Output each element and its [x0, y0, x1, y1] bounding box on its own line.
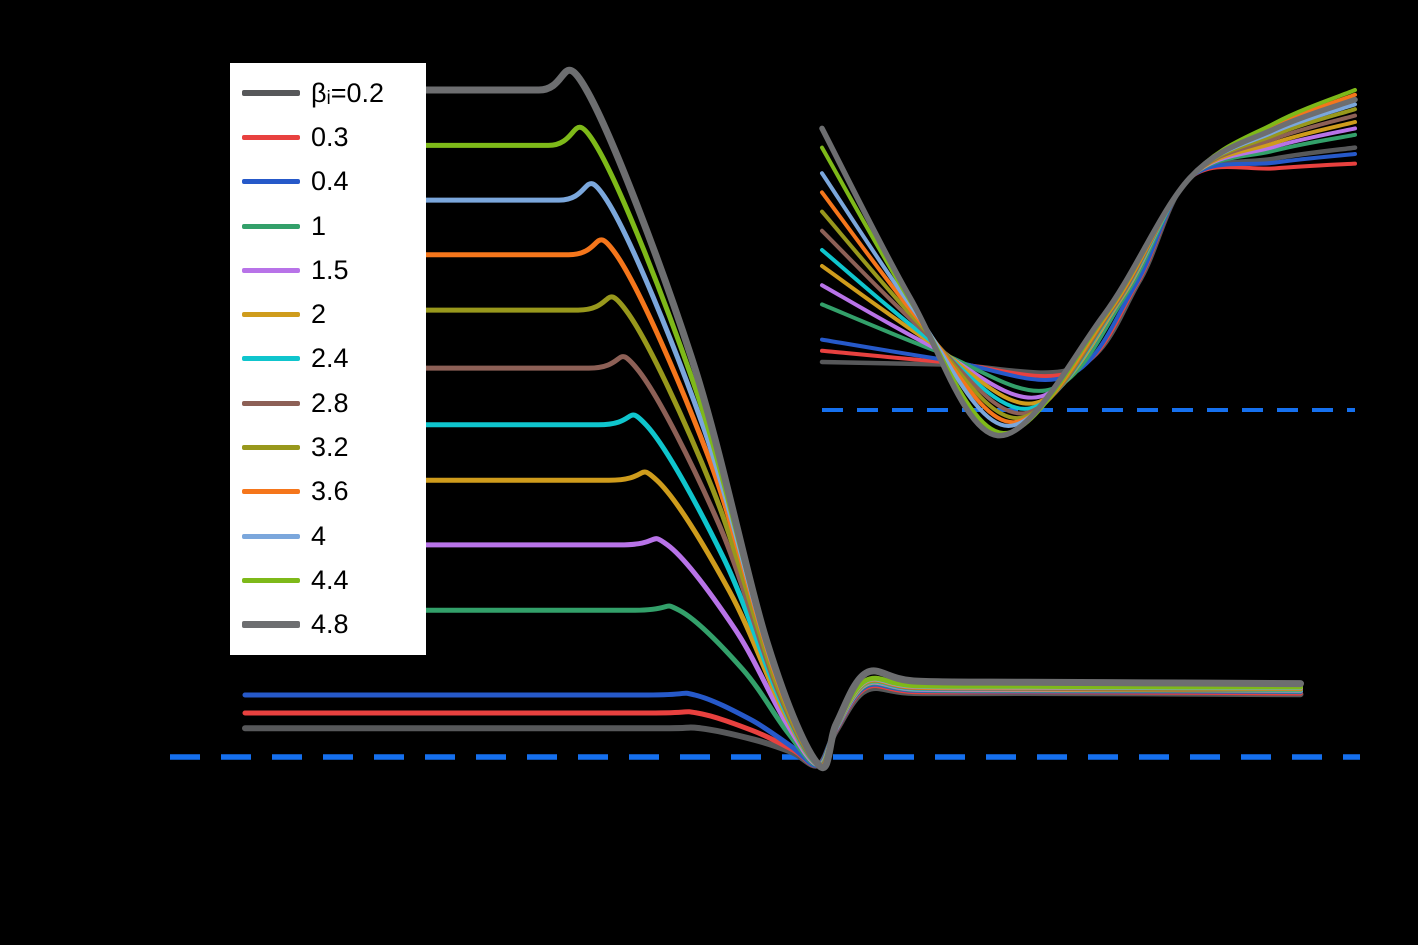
legend-label: 4.8 [311, 609, 349, 640]
legend-entry-3.2: 3.2 [242, 429, 420, 467]
legend-line-swatch [242, 312, 300, 318]
legend-entry-0.2: βᵢ=0.2 [242, 74, 420, 112]
legend-entry-1.5: 1.5 [242, 251, 420, 289]
legend-line-swatch [242, 533, 300, 539]
legend-label: 4.4 [311, 564, 349, 595]
legend-line-swatch [242, 400, 300, 406]
inset-plot-series-group [819, 88, 1358, 439]
legend-label: 1.5 [311, 254, 349, 285]
legend: βᵢ=0.2 0.3 0.4 1 1.5 2 2.4 2.8 3.2 3.6 4 4.4 4.8 [230, 63, 426, 655]
legend-entry-4.8: 4.8 [242, 606, 420, 644]
legend-entry-0.4: 0.4 [242, 163, 420, 201]
legend-entry-2.8: 2.8 [242, 384, 420, 422]
legend-label: 3.6 [311, 476, 349, 507]
legend-line-swatch [242, 90, 300, 97]
legend-line-swatch [242, 179, 300, 185]
legend-line-swatch [242, 356, 300, 362]
legend-line-swatch [242, 134, 300, 140]
legend-label: 3.2 [311, 432, 349, 463]
legend-label: 0.4 [311, 166, 349, 197]
legend-entry-2.4: 2.4 [242, 340, 420, 378]
legend-label: 4 [311, 520, 327, 551]
legend-entry-4.4: 4.4 [242, 561, 420, 599]
legend-label: 0.3 [311, 121, 349, 152]
series-line-4.8 [819, 96, 1358, 439]
legend-line-swatch [242, 577, 300, 583]
legend-entry-3.6: 3.6 [242, 473, 420, 511]
legend-label: 2.4 [311, 343, 349, 374]
series-line-4.8 [241, 66, 1304, 772]
legend-label: 2.8 [311, 387, 349, 418]
legend-line-swatch [242, 489, 300, 495]
legend-line-swatch [242, 267, 300, 273]
legend-label: βᵢ=0.2 [311, 77, 385, 108]
legend-line-swatch [242, 223, 300, 229]
legend-entry-4: 4 [242, 517, 420, 555]
main-plot-series-group [241, 66, 1304, 772]
legend-entry-0.3: 0.3 [242, 118, 420, 156]
legend-entry-1: 1 [242, 207, 420, 245]
legend-line-swatch [242, 621, 300, 629]
legend-label: 2 [311, 299, 327, 330]
legend-entry-2: 2 [242, 296, 420, 334]
legend-line-swatch [242, 445, 300, 451]
legend-label: 1 [311, 210, 327, 241]
